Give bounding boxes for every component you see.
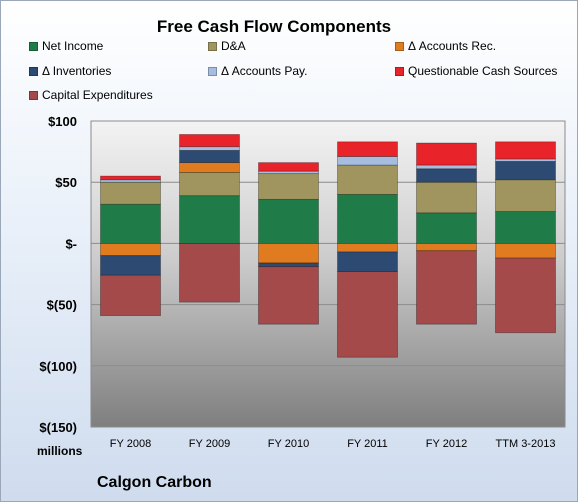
bar-segment <box>337 242 398 253</box>
bar-segment <box>100 181 161 205</box>
units-label: millions <box>37 444 83 458</box>
legend-swatch <box>29 90 38 100</box>
legend-item-capex: Capital Expenditures <box>29 88 153 102</box>
bar-segment <box>258 173 319 200</box>
bar-segment <box>416 242 477 252</box>
y-tick-label: $(150) <box>39 420 77 435</box>
legend-swatch <box>395 41 404 51</box>
bar-segment <box>100 175 161 181</box>
y-tick-label: $(50) <box>47 298 77 313</box>
bar-segment <box>258 266 319 325</box>
y-tick-label: $100 <box>48 114 77 129</box>
legend-label: Questionable Cash Sources <box>408 64 558 78</box>
bar-segment <box>416 181 477 214</box>
bar-segment <box>179 242 240 303</box>
legend-swatch <box>29 41 38 51</box>
legend-item-net-income: Net Income <box>29 39 103 53</box>
bar-segment <box>495 141 556 160</box>
bar-segment <box>100 203 161 244</box>
bar-segment <box>495 257 556 334</box>
bar-segment <box>258 262 319 268</box>
x-tick-label: FY 2010 <box>268 438 309 450</box>
bar-segment <box>337 271 398 358</box>
bar-segment <box>337 194 398 244</box>
bar-segment <box>179 172 240 197</box>
y-tick-label: $(100) <box>39 359 77 374</box>
legend-item-accounts-pay: Δ Accounts Pay. <box>208 64 308 78</box>
x-tick-label: FY 2012 <box>426 438 467 450</box>
bar-segment <box>495 211 556 244</box>
bar-segment <box>179 146 240 151</box>
company-label: Calgon Carbon <box>97 474 212 491</box>
y-tick-label: $- <box>65 236 77 251</box>
legend-swatch <box>208 41 217 51</box>
bar-segment <box>416 164 477 170</box>
legend-swatch <box>208 66 217 76</box>
legend-item-da: D&A <box>208 39 246 53</box>
legend-swatch <box>29 66 38 76</box>
legend-item-questionable: Questionable Cash Sources <box>395 64 557 78</box>
legend-label: Δ Inventories <box>42 64 112 78</box>
legend-label: Net Income <box>42 39 104 53</box>
legend-label: Capital Expenditures <box>42 88 153 102</box>
bar-segment <box>179 149 240 164</box>
bar-segment <box>416 250 477 325</box>
x-tick-label: FY 2009 <box>189 438 230 450</box>
legend-label: Δ Accounts Rec. <box>408 39 497 53</box>
bar-segment <box>258 162 319 172</box>
bar-segment <box>416 168 477 183</box>
plot-background <box>90 120 566 428</box>
x-tick-label: FY 2011 <box>347 438 388 450</box>
bar-segment <box>495 160 556 181</box>
legend-item-accounts-rec: Δ Accounts Rec. <box>395 39 496 53</box>
bar-segment <box>258 242 319 264</box>
bar-segment <box>100 255 161 276</box>
bar-segment <box>495 242 556 259</box>
legend-label: Δ Accounts Pay. <box>221 64 308 78</box>
x-tick-label: FY 2008 <box>110 438 151 450</box>
legend-item-inventories: Δ Inventories <box>29 64 111 78</box>
x-tick-label: TTM 3-2013 <box>496 438 556 450</box>
bar-segment <box>495 179 556 212</box>
bar-segment <box>100 242 161 257</box>
y-tick-label: $50 <box>55 175 77 190</box>
bar-segment <box>416 142 477 166</box>
bar-segment <box>179 195 240 244</box>
bar-segment <box>337 156 398 166</box>
bar-segment <box>258 170 319 175</box>
bar-segment <box>337 141 398 157</box>
bar-segment <box>416 212 477 244</box>
chart-title: Free Cash Flow Components <box>156 17 392 36</box>
bar-segment <box>337 251 398 272</box>
legend-swatch <box>395 66 404 76</box>
legend-label: D&A <box>221 39 246 53</box>
bar-segment <box>179 162 240 173</box>
bar-segment <box>100 274 161 317</box>
bar-segment <box>337 164 398 195</box>
bar-segment <box>179 134 240 148</box>
bar-segment <box>258 198 319 244</box>
